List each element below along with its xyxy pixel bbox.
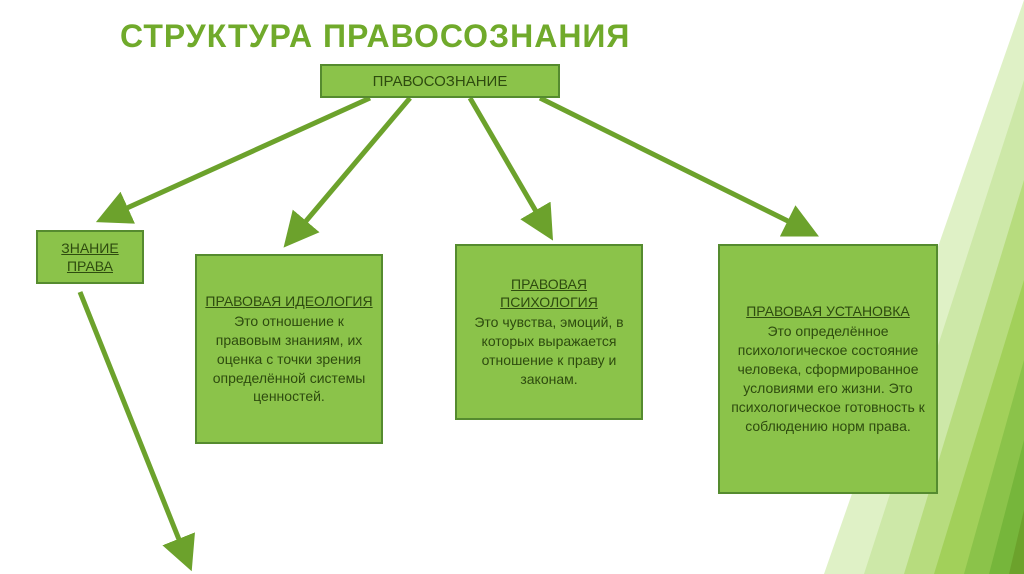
slide-title: СТРУКТУРА ПРАВОСОЗНАНИЯ bbox=[120, 18, 630, 55]
root-node-label: ПРАВОСОЗНАНИЕ bbox=[373, 73, 508, 90]
node-body: Это чувства, эмоций, в которых выражаетс… bbox=[465, 313, 633, 389]
root-node: ПРАВОСОЗНАНИЕ bbox=[320, 64, 560, 98]
arrow bbox=[290, 98, 410, 240]
node-ideology: ПРАВОВАЯ ИДЕОЛОГИЯ Это отношение к правов… bbox=[195, 254, 383, 444]
node-psychology: ПРАВОВАЯ ПСИХОЛОГИЯЭто чувства, эмоций, … bbox=[455, 244, 643, 420]
arrow bbox=[540, 98, 810, 232]
node-body: Это отношение к правовым знаниям, их оце… bbox=[205, 312, 373, 406]
arrow bbox=[80, 292, 188, 562]
node-heading: ПРАВОВАЯ УСТАНОВКА bbox=[746, 302, 910, 320]
node-attitude: ПРАВОВАЯ УСТАНОВКА Это определённое психо… bbox=[718, 244, 938, 494]
node-heading: ЗНАНИЕ ПРАВА bbox=[46, 239, 134, 275]
node-heading: ПРАВОВАЯ ПСИХОЛОГИЯ bbox=[465, 275, 633, 311]
node-body: Это определённое психологическое состоян… bbox=[728, 322, 928, 435]
node-knowledge: ЗНАНИЕ ПРАВА bbox=[36, 230, 144, 284]
slide-title-text: СТРУКТУРА ПРАВОСОЗНАНИЯ bbox=[120, 18, 630, 54]
node-heading: ПРАВОВАЯ ИДЕОЛОГИЯ bbox=[205, 292, 372, 310]
arrow bbox=[105, 98, 370, 218]
arrow bbox=[470, 98, 548, 232]
